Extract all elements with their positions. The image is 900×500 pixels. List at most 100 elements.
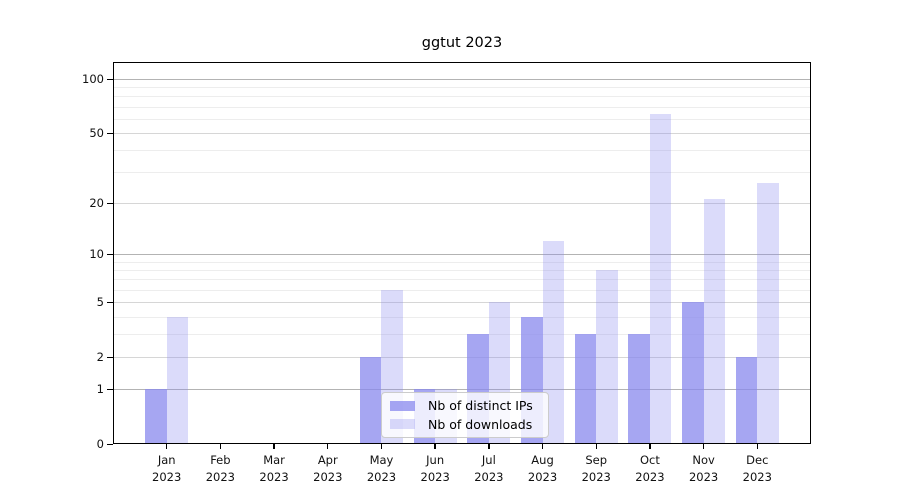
x-tick-label-month: Mar [263,453,285,467]
x-tick-mark [702,444,705,449]
y-tick-label: 5 [96,295,104,310]
legend-label-downloads: Nb of downloads [428,416,533,432]
x-tick-label: Apr 2023 [300,452,356,485]
x-tick-mark [165,444,168,449]
gridline-minor [113,279,811,281]
x-tick-label-month: Feb [210,453,231,467]
bar-downloads [649,113,672,443]
legend-item-downloads: Nb of downloads [390,417,542,432]
gridline-minor [113,270,811,272]
x-tick-label-year: 2023 [474,469,504,484]
x-tick-label: Aug 2023 [515,452,571,485]
x-tick-label: Dec 2023 [729,452,785,485]
x-tick-label-month: Dec [746,453,769,467]
x-tick-label-year: 2023 [313,469,343,484]
x-tick-label-month: Apr [317,453,338,467]
x-tick-label: Jul 2023 [461,452,517,485]
bar-distinct-ips [145,389,167,443]
gridline-minor [113,316,811,318]
gridline-minor [113,334,811,336]
y-tick-label: 50 [89,125,104,140]
x-tick-label-year: 2023 [688,469,719,484]
legend-item-distinct-ips: Nb of distinct IPs [390,398,542,413]
x-tick-label-year: 2023 [366,469,397,484]
y-tick-mark [107,132,113,135]
gridline-major [113,203,811,205]
y-tick-mark [107,302,113,304]
gridline-minor [113,87,811,89]
x-tick-label-month: Jan [157,453,176,467]
x-tick-label: Feb 2023 [192,452,248,485]
x-tick-label-year: 2023 [420,469,450,484]
x-tick-label-month: Jul [481,453,496,467]
bar-distinct-ips [628,334,650,443]
x-tick-mark [756,444,758,449]
y-tick-label: 100 [82,71,104,86]
legend-swatch-downloads [390,419,415,430]
legend: Nb of distinct IPs Nb of downloads [381,392,549,438]
y-tick-mark [107,444,113,446]
y-tick-label: 2 [96,350,104,365]
y-tick-mark [107,203,113,205]
legend-swatch-distinct-ips [390,400,415,411]
legend-label-distinct-ips: Nb of distinct IPs [428,398,533,414]
gridline-minor [113,106,811,108]
gridline-minor [113,172,811,174]
x-tick-label-year: 2023 [152,469,182,484]
x-tick-mark [327,444,329,449]
x-tick-label-year: 2023 [742,469,772,484]
bar-downloads [596,270,618,443]
y-tick-mark [107,357,113,359]
x-tick-label-year: 2023 [205,469,236,484]
x-tick-label: Nov 2023 [676,452,732,485]
chart-title: ggtut 2023 [421,35,503,51]
x-tick-label: May 2023 [353,452,409,485]
gridline-major [113,357,811,359]
y-tick-label: 1 [96,382,104,397]
x-tick-label-month: May [369,453,394,467]
bar-downloads [757,183,779,443]
gridline-major-decade [113,254,811,256]
y-tick-label: 10 [89,247,104,262]
x-tick-mark [595,444,597,449]
y-tick-label: 0 [96,437,104,451]
y-tick-mark [107,254,113,256]
x-tick-mark [219,444,222,449]
x-tick-label: Jun 2023 [407,452,463,485]
x-tick-label-month: Nov [692,453,715,467]
gridline-minor [113,290,811,292]
x-tick-label-month: Jun [426,453,445,467]
bar-downloads [166,316,189,443]
bar-downloads [703,199,726,443]
x-tick-label-year: 2023 [527,469,558,484]
gridline-minor [113,150,811,152]
bar-distinct-ips [359,357,382,443]
gridline-major-decade [113,389,811,391]
bar-distinct-ips [682,302,704,443]
gridline-major [113,302,811,304]
x-tick-label-month: Aug [531,453,554,467]
gridline-minor [113,118,811,120]
x-tick-mark [380,444,383,449]
x-tick-mark [273,444,275,449]
x-tick-label: Sep 2023 [568,452,624,485]
gridline-major [113,132,811,134]
x-tick-mark [541,444,544,449]
x-tick-mark [488,444,490,449]
y-tick-mark [107,389,113,391]
x-tick-label-year: 2023 [259,469,289,484]
x-tick-label-month: Oct [639,453,660,467]
gridline-minor [113,261,811,263]
x-tick-mark [649,444,651,449]
y-tick-mark [107,78,113,81]
x-tick-label-month: Sep [585,453,608,467]
x-tick-label: Mar 2023 [246,452,302,485]
gridline-minor [113,96,811,98]
bar-distinct-ips [735,357,758,443]
y-tick-label: 20 [89,196,104,211]
x-tick-label-year: 2023 [635,469,665,484]
x-tick-label: Jan 2023 [139,452,195,485]
bar-distinct-ips [574,334,597,443]
x-tick-mark [434,444,436,449]
